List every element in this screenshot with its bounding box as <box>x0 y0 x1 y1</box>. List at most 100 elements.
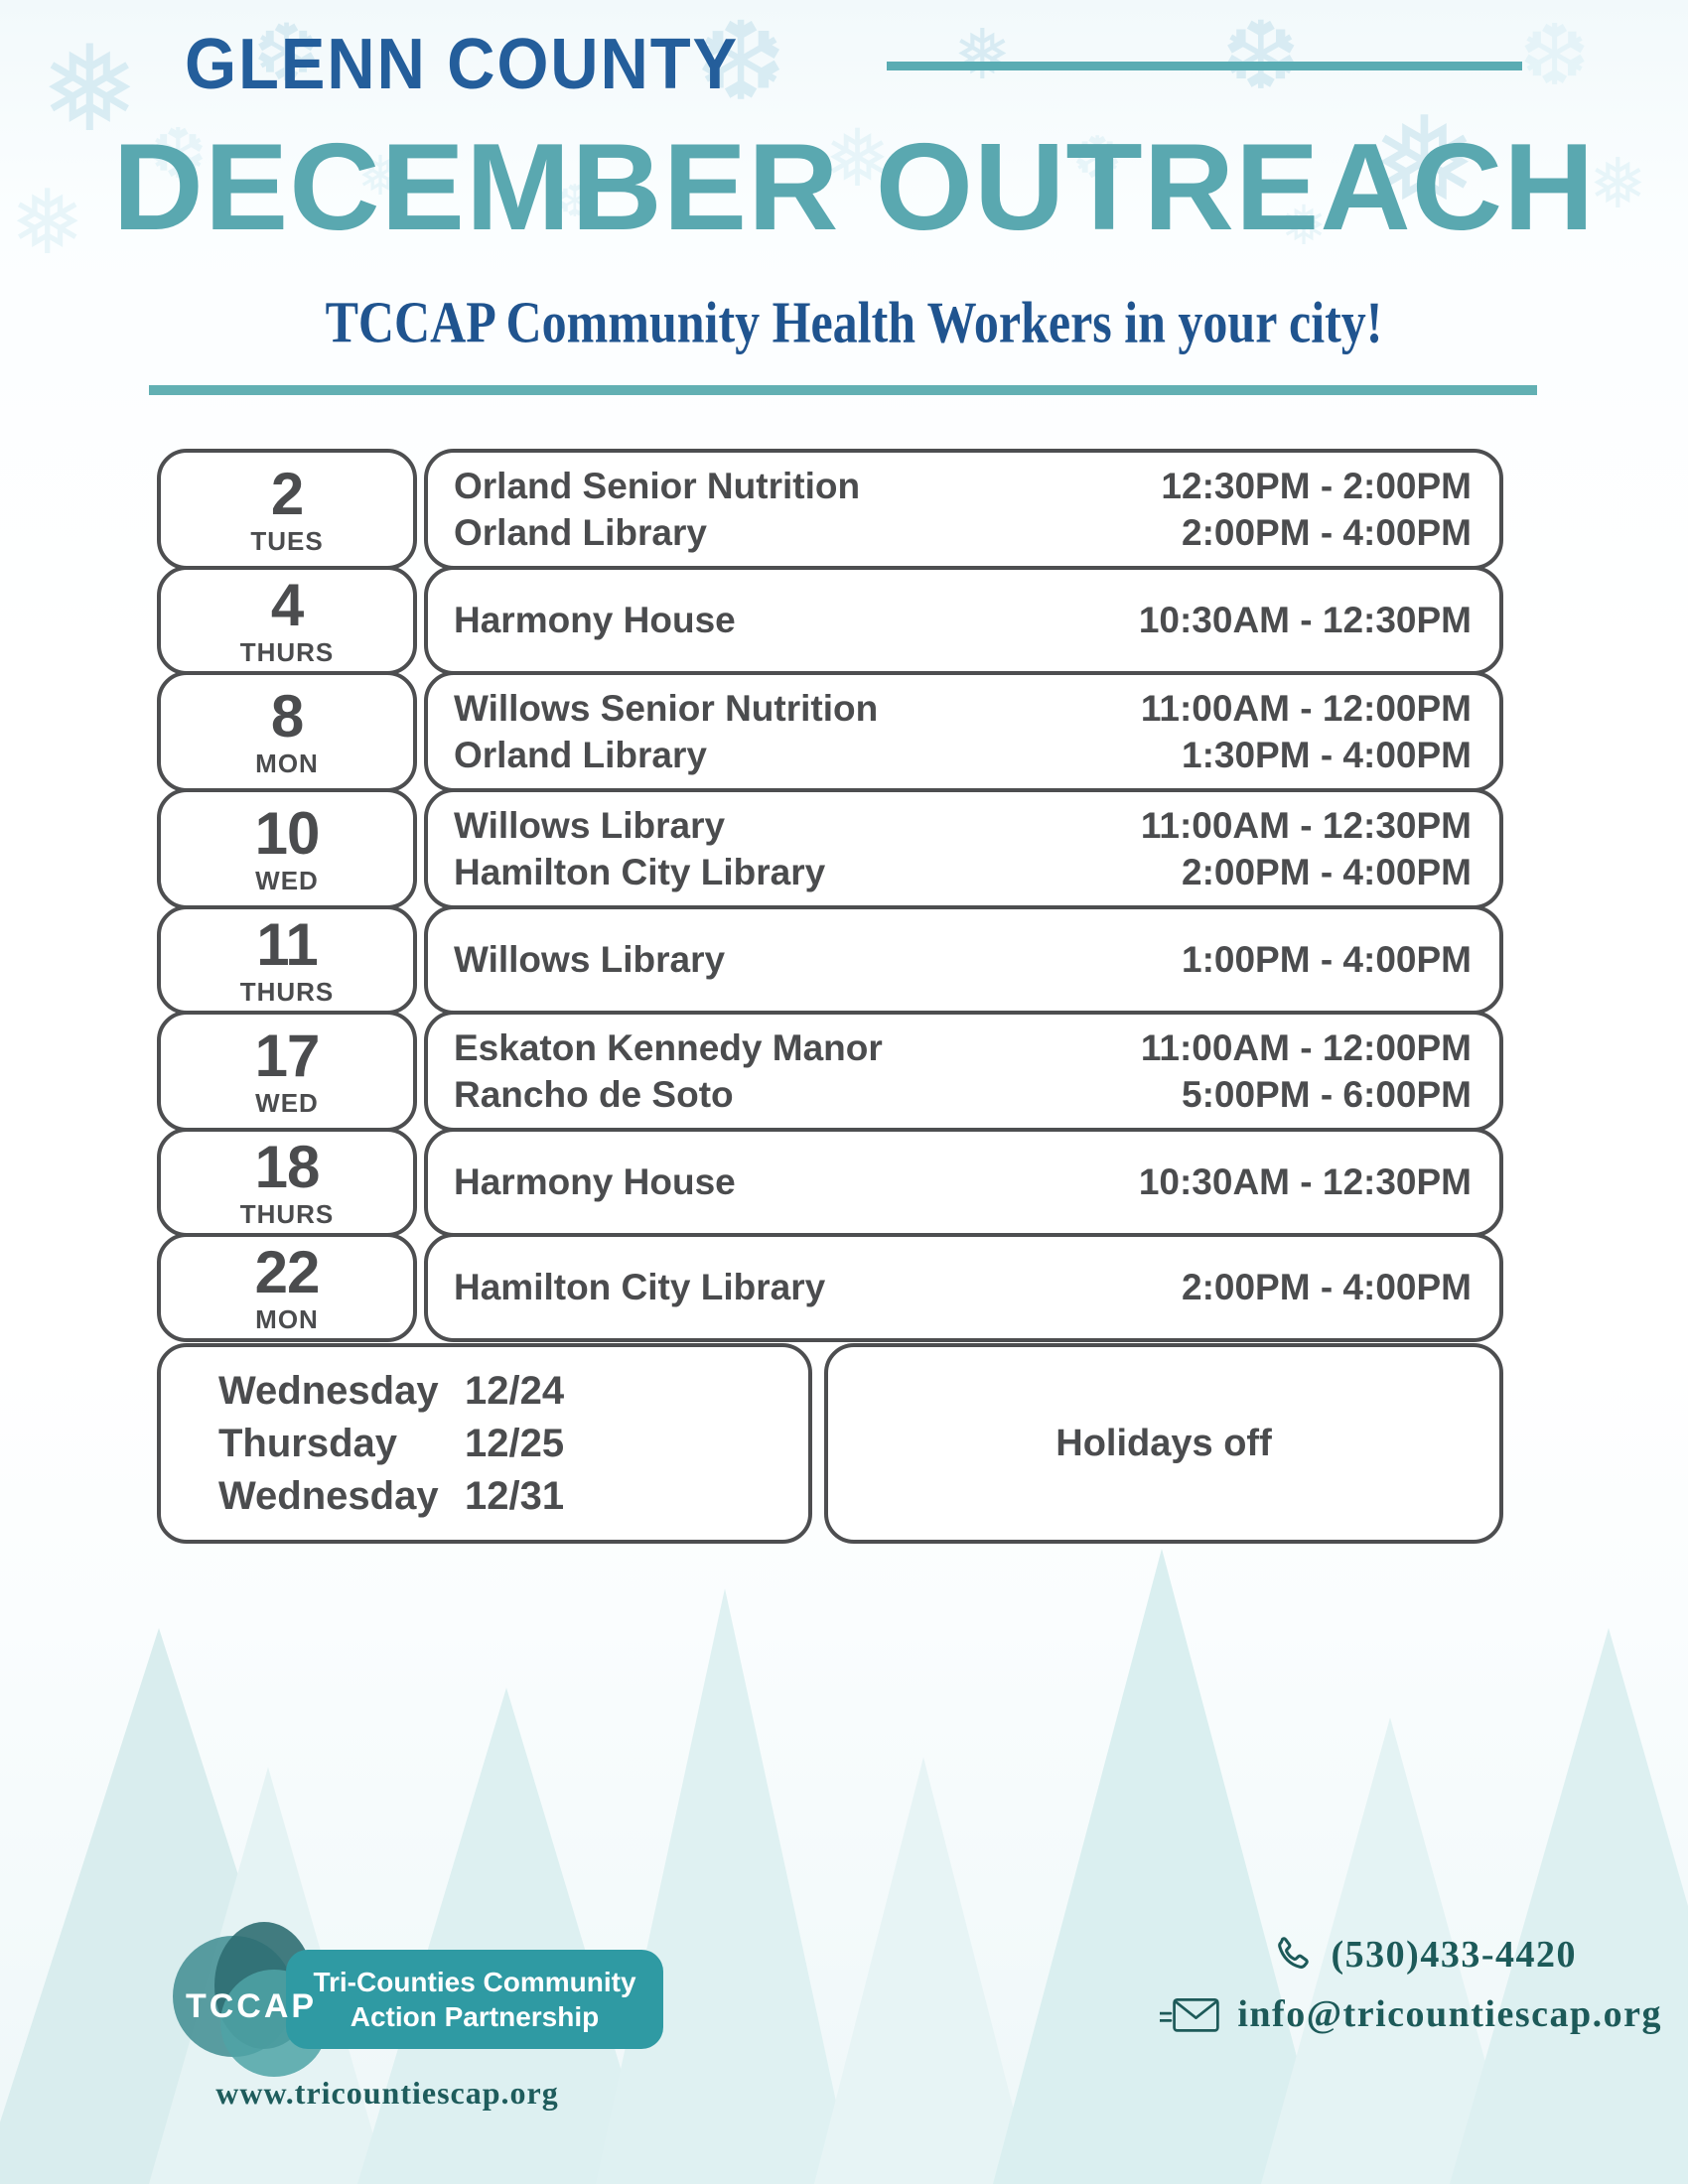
logo-line-2: Action Partnership <box>350 2001 600 2032</box>
event-place: Orland Library <box>454 512 707 553</box>
holiday-date-line: Thursday 12/25 <box>218 1418 808 1470</box>
day-weekday: THURS <box>239 1199 335 1229</box>
event-box: Harmony House 10:30AM - 12:30PM <box>424 1128 1503 1237</box>
phone-row[interactable]: (530)433-4420 <box>941 1932 1577 1978</box>
holiday-weekday: Thursday <box>218 1421 398 1465</box>
event-box: Harmony House 10:30AM - 12:30PM <box>424 566 1503 675</box>
event-entry: Hamilton City Library 2:00PM - 4:00PM <box>454 1264 1472 1310</box>
holiday-date-line: Wednesday 12/24 <box>218 1365 808 1418</box>
snowflake-icon: ❆ <box>1519 9 1591 103</box>
date-box: 11 THURS <box>157 905 417 1015</box>
holiday-date: 12/25 <box>465 1421 565 1465</box>
event-entry: Harmony House 10:30AM - 12:30PM <box>454 1159 1472 1205</box>
event-entry: Eskaton Kennedy Manor 11:00AM - 12:00PM <box>454 1024 1472 1071</box>
date-box: 2 TUES <box>157 449 417 570</box>
event-time: 5:00PM - 6:00PM <box>1182 1074 1472 1115</box>
schedule-row: 17 WED Eskaton Kennedy Manor 11:00AM - 1… <box>0 1011 1688 1132</box>
date-box: 18 THURS <box>157 1128 417 1237</box>
event-time: 1:00PM - 4:00PM <box>1182 939 1472 981</box>
event-entry: Orland Library 1:30PM - 4:00PM <box>454 732 1472 778</box>
event-entry: Willows Senior Nutrition 11:00AM - 12:00… <box>454 685 1472 732</box>
event-entry: Willows Library 1:00PM - 4:00PM <box>454 936 1472 983</box>
poster-footer: Tri-Counties Community Action Partnershi… <box>0 1896 1688 2184</box>
subtitle-rule <box>149 385 1537 395</box>
event-place: Hamilton City Library <box>454 1267 826 1308</box>
schedule-row: 11 THURS Willows Library 1:00PM - 4:00PM <box>0 905 1688 1015</box>
event-place: Harmony House <box>454 1161 736 1203</box>
schedule-row: 18 THURS Harmony House 10:30AM - 12:30PM <box>0 1128 1688 1237</box>
event-place: Willows Library <box>454 804 726 846</box>
date-box: 22 MON <box>157 1233 417 1342</box>
holidays-row: Wednesday 12/24 Thursday 12/25 Wednesday 12… <box>157 1343 1503 1545</box>
tccap-logo: Tri-Counties Community Action Partnershi… <box>159 1918 715 2077</box>
day-weekday: THURS <box>239 637 335 667</box>
event-place: Orland Senior Nutrition <box>454 465 861 506</box>
holiday-dates-box: Wednesday 12/24 Thursday 12/25 Wednesday 12… <box>157 1343 812 1545</box>
day-weekday: THURS <box>239 977 335 1007</box>
event-place: Harmony House <box>454 600 736 641</box>
day-weekday: WED <box>255 1088 319 1118</box>
schedule-row: 8 MON Willows Senior Nutrition 11:00AM -… <box>0 671 1688 792</box>
day-weekday: MON <box>255 749 319 778</box>
event-time: 1:30PM - 4:00PM <box>1182 735 1472 775</box>
event-place: Orland Library <box>454 735 707 775</box>
holiday-weekday: Wednesday <box>218 1473 439 1518</box>
event-time: 2:00PM - 4:00PM <box>1182 1267 1472 1308</box>
event-entry: Hamilton City Library 2:00PM - 4:00PM <box>454 849 1472 895</box>
event-time: 12:30PM - 2:00PM <box>1161 465 1472 506</box>
event-place: Willows Senior Nutrition <box>454 687 879 729</box>
date-box: 4 THURS <box>157 566 417 675</box>
event-time: 10:30AM - 12:30PM <box>1138 600 1472 641</box>
phone-icon <box>1270 1932 1316 1978</box>
page-title: DECEMBER OUTREACH <box>112 119 1596 256</box>
email-address: info@tricountiescap.org <box>1237 1993 1662 2035</box>
day-weekday: TUES <box>250 526 324 556</box>
event-entry: Willows Library 11:00AM - 12:30PM <box>454 802 1472 849</box>
header-rule <box>887 62 1522 70</box>
logo-line-1: Tri-Counties Community <box>313 1966 636 1997</box>
holiday-date: 12/31 <box>465 1473 565 1518</box>
event-place: Hamilton City Library <box>454 852 826 892</box>
event-place: Willows Library <box>454 939 726 981</box>
event-entry: Harmony House 10:30AM - 12:30PM <box>454 597 1472 643</box>
holiday-date: 12/24 <box>465 1369 565 1413</box>
day-number: 8 <box>270 683 304 750</box>
day-number: 22 <box>254 1239 321 1305</box>
event-entry: Orland Senior Nutrition 12:30PM - 2:00PM <box>454 463 1472 509</box>
event-box: Willows Library 1:00PM - 4:00PM <box>424 905 1503 1015</box>
schedule-row: 10 WED Willows Library 11:00AM - 12:30PM… <box>0 788 1688 909</box>
phone-number: (530)433-4420 <box>1331 1934 1577 1976</box>
event-box: Eskaton Kennedy Manor 11:00AM - 12:00PM … <box>424 1011 1503 1132</box>
holidays-off-box: Holidays off <box>824 1343 1503 1545</box>
county-title: GLENN COUNTY <box>185 25 739 104</box>
event-box: Willows Senior Nutrition 11:00AM - 12:00… <box>424 671 1503 792</box>
event-time: 11:00AM - 12:00PM <box>1140 687 1472 729</box>
event-place: Eskaton Kennedy Manor <box>454 1026 883 1068</box>
snowflake-icon: ❅ <box>10 174 85 273</box>
day-weekday: MON <box>255 1304 319 1334</box>
website-link[interactable]: www.tricountiescap.org <box>215 2075 559 2111</box>
contact-block: (530)433-4420 info@tricountiescap.org <box>941 1932 1661 2051</box>
date-box: 17 WED <box>157 1011 417 1132</box>
email-row[interactable]: info@tricountiescap.org <box>941 1991 1662 2037</box>
day-weekday: WED <box>255 866 319 895</box>
date-box: 8 MON <box>157 671 417 792</box>
snowflake-icon: ❅ <box>953 16 1012 93</box>
date-box: 10 WED <box>157 788 417 909</box>
event-box: Orland Senior Nutrition 12:30PM - 2:00PM… <box>424 449 1503 570</box>
schedule-row: 4 THURS Harmony House 10:30AM - 12:30PM <box>0 566 1688 675</box>
email-icon <box>1160 1991 1221 2037</box>
event-place: Rancho de Soto <box>454 1074 734 1115</box>
logo-name-pill: Tri-Counties Community Action Partnershi… <box>286 1950 663 2049</box>
snowflake-icon: ❆ <box>1221 4 1301 109</box>
event-time: 2:00PM - 4:00PM <box>1182 512 1472 553</box>
page-subtitle: TCCAP Community Health Workers in your c… <box>325 289 1383 355</box>
event-entry: Rancho de Soto 5:00PM - 6:00PM <box>454 1071 1472 1118</box>
event-box: Hamilton City Library 2:00PM - 4:00PM <box>424 1233 1503 1342</box>
event-time: 11:00AM - 12:30PM <box>1140 804 1472 846</box>
event-time: 11:00AM - 12:00PM <box>1140 1026 1472 1068</box>
day-number: 2 <box>270 461 304 527</box>
day-number: 18 <box>254 1134 321 1200</box>
event-time: 2:00PM - 4:00PM <box>1182 852 1472 892</box>
